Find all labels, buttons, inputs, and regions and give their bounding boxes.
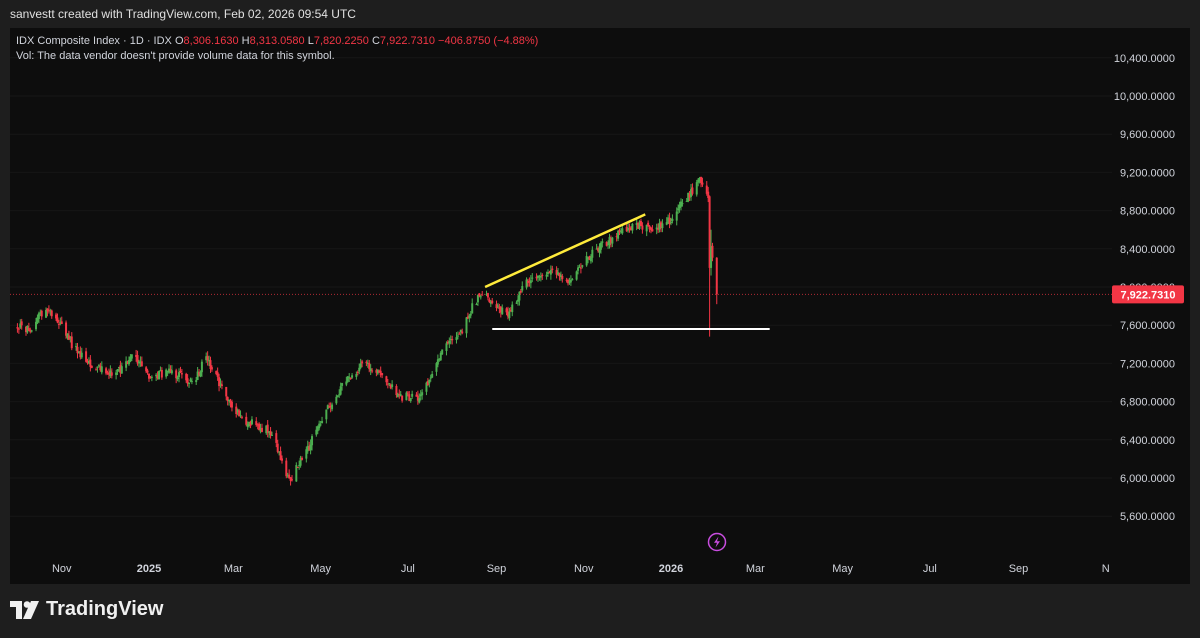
ohlc-line: IDX Composite Index · 1D · IDX O8,306.16… — [16, 34, 538, 49]
axis-corner — [1112, 552, 1190, 584]
high-label: H — [241, 35, 250, 47]
credit-text: sanvestt created with TradingView.com, F… — [10, 7, 356, 21]
low-value: 7,820.2250 — [313, 35, 369, 47]
open-value: 8,306.1630 — [183, 35, 239, 47]
tradingview-logo-icon — [10, 600, 39, 619]
symbol-label[interactable]: IDX Composite Index · 1D · IDX — [16, 35, 172, 47]
volume-note: Vol: The data vendor doesn't provide vol… — [16, 50, 335, 62]
close-value: 7,922.7310 — [379, 35, 435, 47]
change-value: −406.8750 (−4.88%) — [438, 35, 539, 47]
chart-legend: IDX Composite Index · 1D · IDX O8,306.16… — [16, 34, 538, 64]
price-axis[interactable] — [1112, 28, 1190, 552]
low-label: L — [307, 35, 314, 47]
top-bar: sanvestt created with TradingView.com, F… — [0, 0, 1200, 28]
tradingview-logo[interactable]: TradingView — [10, 598, 163, 621]
footer — [0, 584, 1200, 638]
brand-name: TradingView — [46, 598, 164, 620]
time-axis[interactable] — [10, 552, 1112, 584]
chart-pane[interactable] — [10, 28, 1112, 552]
close-label: C — [371, 35, 380, 47]
open-label: O — [174, 35, 184, 47]
high-value: 8,313.0580 — [249, 35, 305, 47]
